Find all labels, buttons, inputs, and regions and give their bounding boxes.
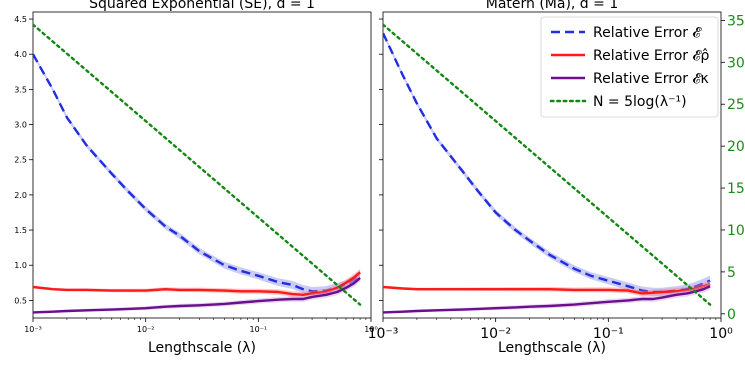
legend-box [540, 16, 719, 118]
y-tick-label: 3.5 [14, 85, 27, 94]
y-tick-label: 1.0 [14, 261, 27, 270]
right-y-tick-label: 25 [727, 97, 745, 113]
x-tick-label: 10⁻³ [24, 325, 42, 334]
y-tick-label: 4.0 [14, 50, 27, 59]
Ekappa-series-line [33, 276, 361, 314]
x-tick-label: 10⁰ [709, 326, 733, 342]
y-tick-label: 2.5 [14, 156, 27, 165]
y-tick-label: 1.5 [14, 226, 27, 235]
legend-label-E: Relative Error 𝓔 [593, 25, 702, 41]
panel-left: Squared Exponential (SE), d = 1 Lengthsca… [14, 0, 377, 356]
plot-area [383, 23, 712, 314]
x-tick-label: 10⁻² [137, 325, 155, 334]
plot-area [33, 23, 362, 314]
legend-label-N: N = 5log(λ⁻¹) [593, 94, 687, 110]
right-y-tick-label: 5 [727, 265, 736, 281]
n-line-series [33, 23, 362, 306]
legend: Relative Error 𝓔 Relative Error 𝓔ρ̂ Relati… [540, 16, 719, 118]
E-confidence-band [33, 52, 361, 296]
y-tick-label: 0.5 [14, 296, 27, 305]
right-y-tick-label: 20 [727, 139, 745, 155]
legend-label-Erho: Relative Error 𝓔ρ̂ [593, 48, 710, 64]
x-tick-label: 10⁻³ [368, 326, 399, 342]
y-tick-label: 4.5 [14, 15, 27, 24]
Erho-series-line [383, 283, 711, 295]
right-y-tick-label: 30 [727, 55, 745, 71]
y-tick-label: 2.0 [14, 191, 27, 200]
x-tick-label: 10⁰ [364, 325, 377, 334]
Ekappa-series-line [383, 285, 711, 314]
right-y-tick-label: 10 [727, 223, 745, 239]
x-tick-label: 10⁻¹ [250, 325, 268, 334]
x-tick-label: 10⁻¹ [593, 326, 624, 342]
chart-title: Squared Exponential (SE), d = 1 [89, 0, 315, 12]
E-series-line [33, 53, 361, 293]
chart-title: Matérn (Ma), d = 1 [486, 0, 619, 12]
right-y-tick-label: 0 [727, 307, 736, 323]
Erho-series-line [33, 271, 361, 296]
y-tick-label: 3.0 [14, 121, 27, 130]
x-axis-label: Lengthscale (λ) [498, 340, 606, 356]
legend-label-Ekappa: Relative Error 𝓔κ [593, 71, 709, 87]
right-y-tick-label: 15 [727, 181, 745, 197]
right-y-tick-label: 35 [727, 13, 745, 29]
x-tick-label: 10⁻² [480, 326, 511, 342]
x-axis-label: Lengthscale (λ) [148, 340, 256, 356]
n-line-series [383, 23, 712, 306]
